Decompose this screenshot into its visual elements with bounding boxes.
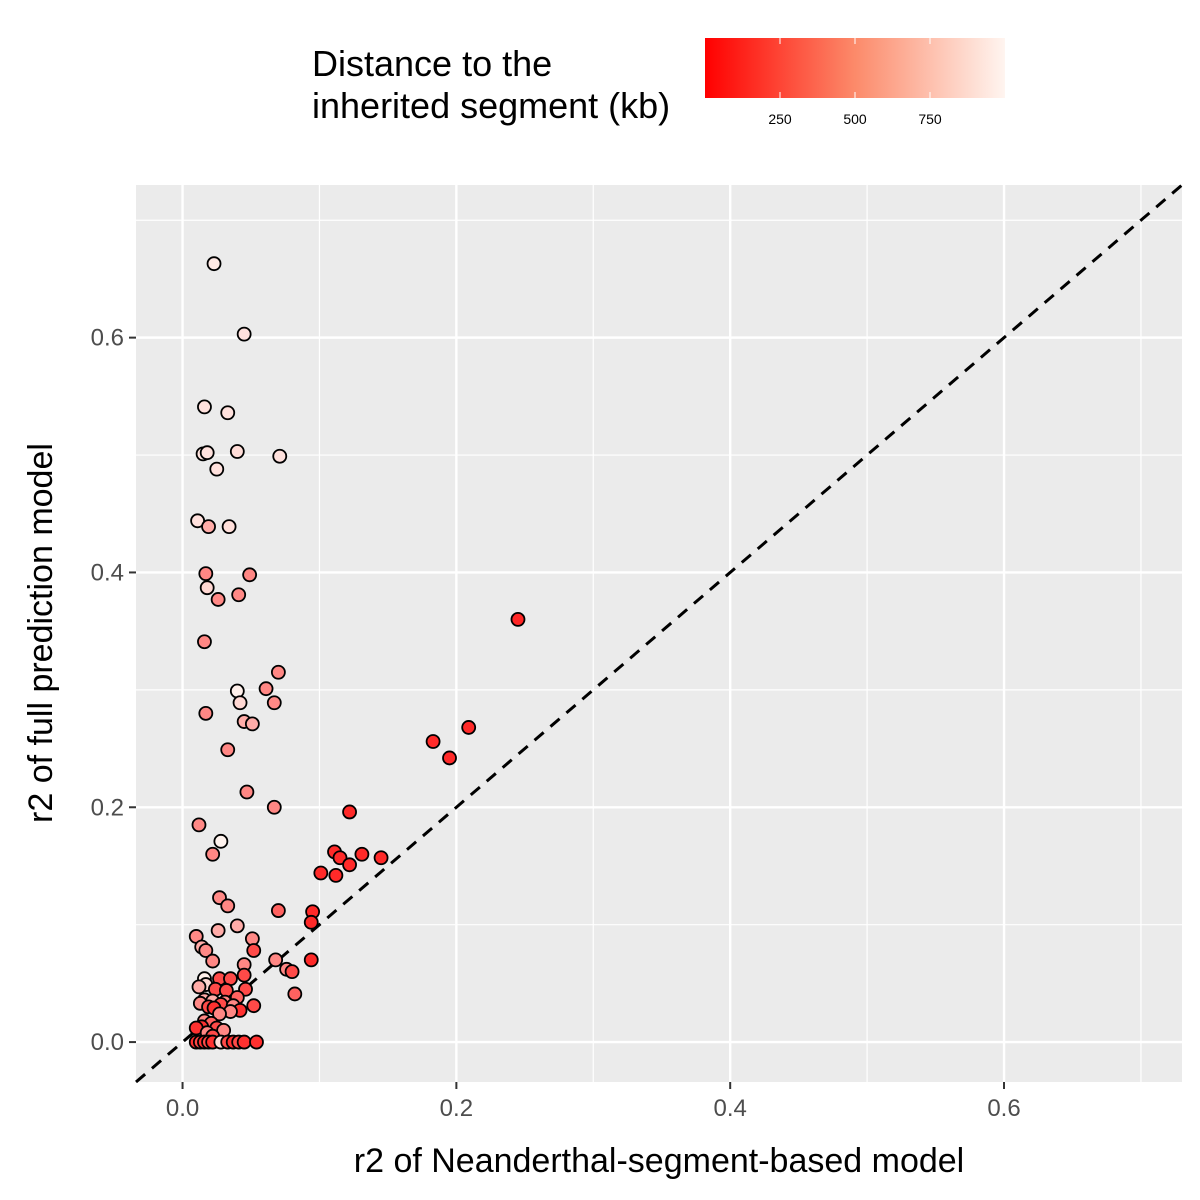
data-point: [220, 898, 236, 914]
data-point: [461, 720, 477, 735]
data-point: [373, 850, 389, 866]
data-point: [231, 587, 247, 603]
data-point: [258, 681, 274, 697]
data-point: [268, 952, 284, 968]
data-point: [266, 799, 282, 815]
legend-title-line-2: inherited segment (kb): [312, 85, 671, 126]
legend-colorbar: [705, 38, 1005, 98]
data-point: [205, 953, 221, 969]
y-tick-label: 0.6: [91, 325, 124, 352]
data-point: [246, 998, 262, 1014]
data-point: [198, 943, 214, 958]
data-point: [213, 833, 229, 849]
data-point: [198, 705, 214, 721]
data-point: [221, 519, 237, 535]
data-point: [206, 256, 222, 272]
data-point: [209, 461, 225, 477]
data-point: [191, 817, 207, 833]
data-point: [242, 567, 258, 583]
data-point: [284, 964, 300, 980]
data-point: [272, 448, 288, 464]
data-point: [191, 979, 207, 995]
data-point: [270, 664, 286, 680]
data-point: [239, 784, 255, 800]
y-tick-label: 0.2: [91, 794, 124, 821]
data-point: [210, 923, 226, 938]
data-point: [229, 683, 245, 699]
data-point: [201, 519, 216, 535]
data-point: [425, 734, 441, 749]
data-point: [212, 1006, 227, 1022]
data-point: [287, 986, 303, 1002]
x-tick-label: 0.4: [714, 1095, 747, 1122]
x-tick-label: 0.6: [987, 1095, 1020, 1122]
data-point: [229, 918, 245, 934]
data-point: [197, 399, 212, 415]
x-axis-title: r2 of Neanderthal-segment-based model: [354, 1142, 964, 1180]
data-point: [232, 695, 248, 711]
data-point: [229, 444, 245, 459]
data-point: [198, 566, 214, 582]
data-point: [199, 445, 215, 461]
data-point: [342, 804, 357, 820]
legend-tick-label: 250: [768, 111, 792, 127]
data-point: [246, 943, 262, 958]
y-tick-label: 0.4: [91, 559, 124, 586]
x-tick-label: 0.0: [166, 1095, 199, 1122]
data-point: [510, 612, 526, 627]
data-point: [236, 326, 252, 342]
legend-tick-label: 750: [918, 111, 942, 127]
data-point: [244, 716, 260, 732]
data-point: [220, 405, 236, 421]
data-point: [354, 846, 370, 862]
data-point: [342, 857, 357, 873]
data-point: [266, 695, 282, 711]
y-tick-label: 0.0: [91, 1029, 124, 1056]
data-point: [199, 580, 215, 596]
data-point: [205, 846, 221, 862]
plot-panel: [136, 185, 1182, 1082]
data-point: [220, 742, 236, 758]
x-tick-label: 0.2: [440, 1095, 473, 1122]
data-point: [313, 865, 329, 881]
data-point: [303, 952, 319, 968]
legend-tick-label: 500: [843, 111, 867, 127]
data-point: [270, 903, 286, 918]
legend-title-line-1: Distance to the: [312, 43, 553, 84]
data-point: [210, 592, 226, 607]
y-axis-title: r2 of full prediction model: [22, 443, 60, 823]
data-point: [249, 1034, 264, 1050]
data-point: [303, 914, 319, 930]
data-point: [236, 967, 252, 983]
data-point: [442, 750, 457, 766]
data-point: [197, 634, 212, 650]
data-point: [328, 867, 344, 883]
data-point: [236, 1034, 252, 1050]
